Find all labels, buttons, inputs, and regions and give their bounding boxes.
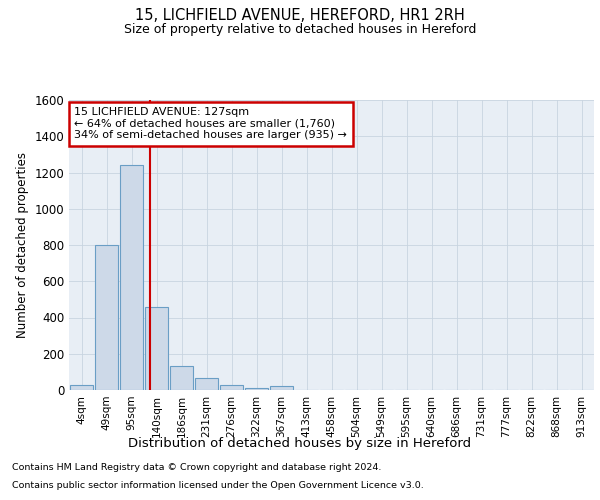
Bar: [170, 366, 193, 390]
Bar: [245, 388, 268, 390]
Text: Contains public sector information licensed under the Open Government Licence v3: Contains public sector information licen…: [12, 481, 424, 490]
Bar: [70, 386, 94, 390]
Text: Size of property relative to detached houses in Hereford: Size of property relative to detached ho…: [124, 22, 476, 36]
Bar: [119, 165, 143, 390]
Bar: [95, 245, 118, 390]
Text: Contains HM Land Registry data © Crown copyright and database right 2024.: Contains HM Land Registry data © Crown c…: [12, 464, 382, 472]
Y-axis label: Number of detached properties: Number of detached properties: [16, 152, 29, 338]
Text: 15, LICHFIELD AVENUE, HEREFORD, HR1 2RH: 15, LICHFIELD AVENUE, HEREFORD, HR1 2RH: [135, 8, 465, 22]
Bar: [269, 386, 293, 390]
Text: 15 LICHFIELD AVENUE: 127sqm
← 64% of detached houses are smaller (1,760)
34% of : 15 LICHFIELD AVENUE: 127sqm ← 64% of det…: [74, 108, 347, 140]
Text: Distribution of detached houses by size in Hereford: Distribution of detached houses by size …: [128, 438, 472, 450]
Bar: [220, 386, 244, 390]
Bar: [145, 306, 169, 390]
Bar: [194, 378, 218, 390]
